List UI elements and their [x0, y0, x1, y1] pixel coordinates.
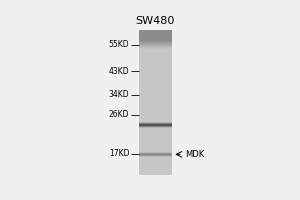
Text: 43KD: 43KD: [109, 67, 129, 76]
Text: MDK: MDK: [185, 150, 204, 159]
Text: 26KD: 26KD: [109, 110, 129, 119]
Text: 17KD: 17KD: [109, 149, 129, 158]
Text: 34KD: 34KD: [109, 90, 129, 99]
Text: SW480: SW480: [135, 16, 175, 26]
Text: 55KD: 55KD: [109, 40, 129, 49]
